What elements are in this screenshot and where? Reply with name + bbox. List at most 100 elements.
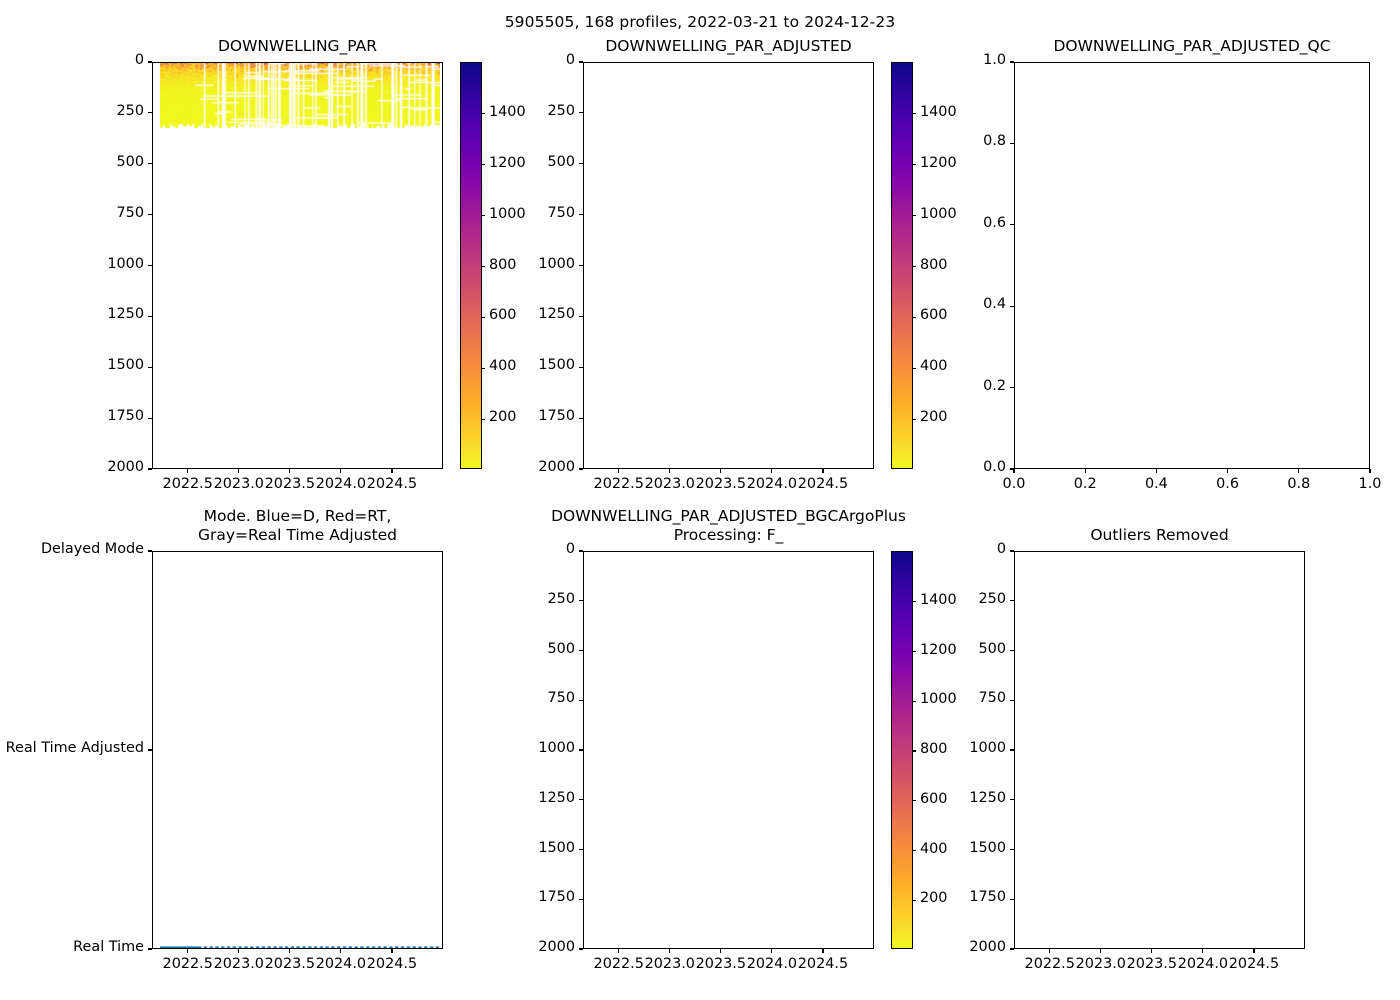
y-tick-mark xyxy=(1009,224,1014,226)
y-tick-label: 0 xyxy=(565,52,575,68)
y-tick-mark xyxy=(1009,948,1014,950)
colorbar-tick-label: 1400 xyxy=(920,103,957,120)
x-tick-mark xyxy=(391,949,393,954)
x-tick-mark xyxy=(618,469,620,474)
y-tick-label: 1250 xyxy=(538,306,575,323)
y-tick-label: 1000 xyxy=(538,740,575,756)
y-tick-label: Delayed Mode xyxy=(40,541,144,557)
colorbar-tick-mark xyxy=(481,215,486,217)
x-tick-label: 2023.5 xyxy=(1126,956,1178,972)
panel-downwelling-par-adjusted-bgcargoplus[interactable]: DOWNWELLING_PAR_ADJUSTED_BGCArgoPlus Pro… xyxy=(538,507,906,972)
x-tick-mark xyxy=(618,949,620,954)
y-tick-label: 1750 xyxy=(107,408,144,425)
colorbar-tick-mark xyxy=(912,700,917,702)
x-tick-mark xyxy=(187,469,189,474)
x-tick-label: 2023.5 xyxy=(695,956,747,972)
colorbar-bgcargoplus[interactable]: 200 400 600 800 1000 1200 1400 xyxy=(891,551,957,949)
colorbar-tick-mark xyxy=(912,750,917,752)
axes-downwelling-par-adjusted[interactable] xyxy=(583,62,874,469)
y-tick-mark xyxy=(578,649,583,652)
x-tick-label: 2023.5 xyxy=(264,956,316,972)
panel-outliers-removed[interactable]: Outliers Removed 0 250 500 750 1000 1250 1500 1… xyxy=(969,526,1305,972)
colorbar-tick-mark xyxy=(481,113,486,115)
y-tick-mark xyxy=(578,366,583,368)
colorbar-tick-label: 1200 xyxy=(920,641,957,658)
y-tick-label: 1500 xyxy=(107,357,144,374)
par-scatter-data xyxy=(160,63,441,128)
y-tick-label: 1750 xyxy=(969,889,1006,906)
x-tick-label: 2024.0 xyxy=(315,476,367,492)
panel-downwelling-par-adjusted-qc[interactable]: DOWNWELLING_PAR_ADJUSTED_QC 0.0 0.2 0.4 0.6… xyxy=(983,37,1381,492)
colorbar-tick-mark xyxy=(912,418,917,420)
y-tick-label: 250 xyxy=(978,590,1006,607)
panel-downwelling-par-adjusted[interactable]: DOWNWELLING_PAR_ADJUSTED 0 250 500 750 1000 1… xyxy=(538,37,874,492)
axes-mode[interactable] xyxy=(152,551,443,949)
panel-title-downwelling-par-adjusted-qc: DOWNWELLING_PAR_ADJUSTED_QC xyxy=(1053,37,1331,55)
y-tick-label: 500 xyxy=(116,153,144,170)
x-tick-label: 2022.5 xyxy=(162,476,213,492)
colorbar-tick-mark xyxy=(912,164,917,166)
x-tick-label: 2024.0 xyxy=(315,956,367,972)
x-tick-mark xyxy=(1253,949,1255,954)
colorbar-tick-mark xyxy=(912,316,917,318)
panel-title-mode: Mode. Blue=D, Red=RT, Gray=Real Time Adj… xyxy=(197,507,398,544)
y-tick-label: 0.0 xyxy=(983,459,1006,475)
x-tick-label: 2023.5 xyxy=(695,476,747,492)
colorbar-tick-mark xyxy=(912,113,917,115)
y-tick-label: 0 xyxy=(565,541,575,557)
y-tick-label: 1000 xyxy=(538,255,575,272)
y-tick-label: 250 xyxy=(547,102,575,119)
y-tick-mark xyxy=(578,948,583,950)
x-tick-label: 0.2 xyxy=(1073,476,1097,492)
y-tick-mark xyxy=(1009,61,1014,63)
colorbar-tick-label: 1200 xyxy=(920,154,957,171)
panel-downwelling-par[interactable]: DOWNWELLING_PAR 0 250 500 750 1000 1250 1500 17… xyxy=(107,37,443,492)
colorbar-downwelling-par-adjusted[interactable]: 200 400 600 800 1000 1200 1400 xyxy=(891,62,957,469)
colorbar-tick-mark xyxy=(481,367,486,369)
y-tick-mark xyxy=(147,468,152,470)
x-tick-mark xyxy=(720,949,722,954)
y-tick-label: 0 xyxy=(996,541,1006,557)
y-tick-label: 250 xyxy=(547,590,575,607)
x-tick-label: 2023.0 xyxy=(213,956,264,972)
colorbar-tick-mark xyxy=(912,367,917,369)
colorbar-tick-label: 1000 xyxy=(489,205,526,222)
colorbar-tick-label: 1400 xyxy=(489,103,526,120)
axes-downwelling-par[interactable] xyxy=(152,62,443,469)
x-tick-label: 0.6 xyxy=(1216,476,1240,492)
colorbar-tick-label: 200 xyxy=(489,409,517,426)
y-tick-mark xyxy=(578,112,583,114)
colorbar-tick-label: 1200 xyxy=(489,154,526,171)
y-tick-label: 1750 xyxy=(538,889,575,906)
x-tick-mark xyxy=(340,949,342,954)
y-tick-label: 2000 xyxy=(969,939,1006,955)
axes-downwelling-par-adjusted-qc[interactable] xyxy=(1014,62,1370,469)
y-tick-mark xyxy=(1009,699,1014,701)
x-tick-label: 2024.5 xyxy=(797,956,849,972)
colorbar-tick-mark xyxy=(481,265,486,268)
y-tick-mark xyxy=(578,264,583,267)
y-tick-label: 1.0 xyxy=(983,52,1006,68)
colorbar-tick-label: 400 xyxy=(489,358,517,375)
figure-suptitle: 5905505, 168 profiles, 2022-03-21 to 202… xyxy=(504,13,896,31)
x-tick-mark xyxy=(1202,949,1204,954)
mode-line-svg xyxy=(160,946,440,948)
y-tick-label: Real Time Adjusted xyxy=(5,740,144,756)
colorbar-downwelling-par[interactable]: 200 400 600 800 1000 1200 1400 xyxy=(460,62,526,469)
colorbar-tick-mark xyxy=(912,265,917,268)
colorbar-gradient xyxy=(892,552,912,948)
colorbar-tick-mark xyxy=(481,316,486,318)
panel-mode[interactable]: Mode. Blue=D, Red=RT, Gray=Real Time Adj… xyxy=(6,507,443,972)
axes-bgcargoplus[interactable] xyxy=(583,551,874,949)
x-tick-mark xyxy=(391,469,393,474)
x-tick-label: 2023.0 xyxy=(1075,956,1126,972)
y-tick-label: 2000 xyxy=(538,459,575,475)
x-tick-mark xyxy=(771,469,773,474)
y-tick-label: 1000 xyxy=(107,255,144,272)
panel-title-bgcargoplus: DOWNWELLING_PAR_ADJUSTED_BGCArgoPlus Pro… xyxy=(551,507,906,544)
x-tick-label: 2024.0 xyxy=(746,956,798,972)
axes-outliers-removed[interactable] xyxy=(1014,551,1305,949)
x-tick-mark xyxy=(1151,949,1153,954)
par-scatter-canvas xyxy=(160,63,441,128)
x-tick-mark xyxy=(289,469,291,474)
